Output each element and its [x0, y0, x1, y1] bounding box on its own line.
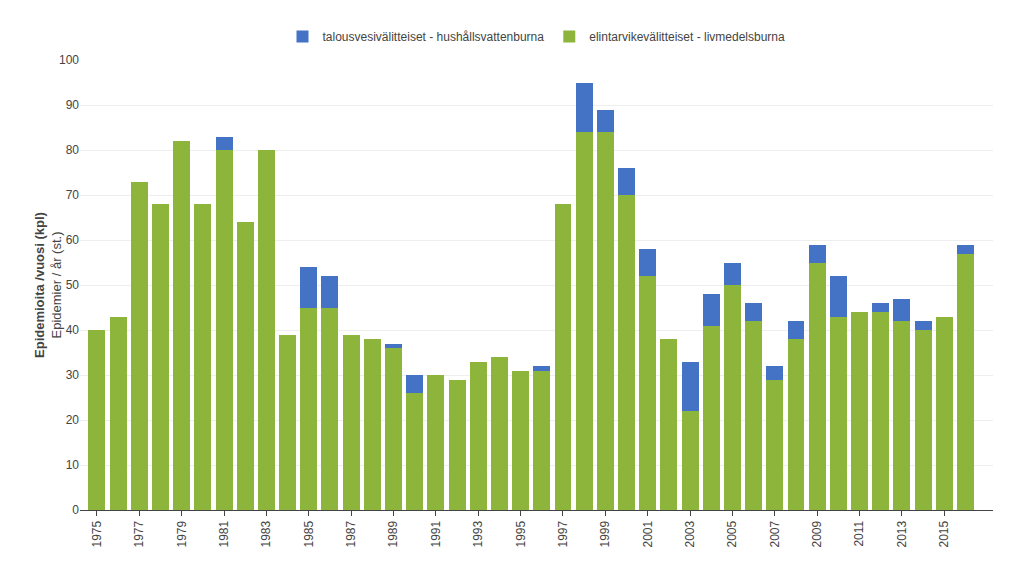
svg-text:1989: 1989	[386, 520, 400, 547]
svg-text:1981: 1981	[217, 520, 231, 547]
svg-text:60: 60	[66, 233, 80, 247]
svg-text:Epidemioita /vuosi (kpl)Epidem: Epidemioita /vuosi (kpl)Epidemier / år (…	[32, 212, 64, 358]
svg-text:2009: 2009	[810, 520, 824, 547]
svg-text:1993: 1993	[471, 520, 485, 547]
svg-text:1995: 1995	[514, 520, 528, 547]
svg-text:1979: 1979	[175, 520, 189, 547]
svg-text:1977: 1977	[132, 520, 146, 547]
svg-text:50: 50	[66, 278, 80, 292]
svg-text:30: 30	[66, 368, 80, 382]
svg-text:100: 100	[59, 53, 79, 67]
svg-text:2007: 2007	[768, 520, 782, 547]
svg-text:2003: 2003	[683, 520, 697, 547]
svg-text:40: 40	[66, 323, 80, 337]
svg-text:1983: 1983	[259, 520, 273, 547]
svg-text:1999: 1999	[598, 520, 612, 547]
svg-text:1991: 1991	[429, 520, 443, 547]
svg-text:10: 10	[66, 458, 80, 472]
svg-text:90: 90	[66, 98, 80, 112]
svg-text:1985: 1985	[302, 520, 316, 547]
svg-text:2015: 2015	[937, 520, 951, 547]
svg-text:70: 70	[66, 188, 80, 202]
svg-text:elintarvikevälitteiset - livme: elintarvikevälitteiset - livmedelsburna	[589, 30, 785, 44]
svg-text:2005: 2005	[725, 520, 739, 547]
svg-text:2011: 2011	[852, 520, 866, 546]
svg-text:1975: 1975	[90, 520, 104, 547]
svg-text:1997: 1997	[556, 520, 570, 547]
svg-text:2013: 2013	[895, 520, 909, 547]
svg-text:20: 20	[66, 413, 80, 427]
svg-text:2001: 2001	[641, 520, 655, 547]
svg-text:talousvesivälitteiset - hushål: talousvesivälitteiset - hushållsvattenbu…	[323, 30, 545, 44]
svg-text:0: 0	[72, 503, 79, 517]
svg-text:1987: 1987	[344, 520, 358, 547]
svg-text:80: 80	[66, 143, 80, 157]
